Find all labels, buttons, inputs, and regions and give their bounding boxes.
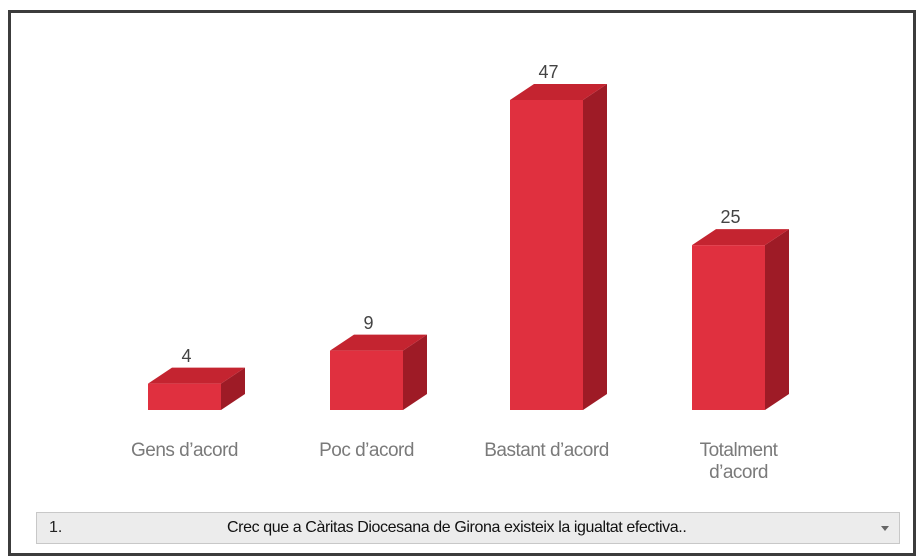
bar-front (330, 350, 403, 410)
bar-front (510, 100, 583, 410)
bar-side (583, 84, 607, 410)
bar-side (765, 229, 789, 410)
dropdown-arrow[interactable] (879, 523, 891, 533)
category-label: Bastant d’acord (484, 440, 609, 461)
bar-front (148, 383, 221, 410)
bar (692, 229, 789, 410)
data-label: 9 (363, 312, 374, 333)
bar-top (692, 229, 789, 246)
bar-top (330, 334, 427, 351)
question-number: 1. (49, 519, 63, 536)
data-label: 4 (181, 345, 192, 366)
data-label: 25 (720, 207, 741, 228)
category-label: Gens d’acord (130, 440, 239, 461)
question-text: Crec que a Càritas Diocesana de Girona e… (227, 519, 687, 536)
data-label: 47 (538, 62, 559, 82)
bar (330, 334, 427, 410)
bar-top (148, 367, 245, 384)
category-label: Poc d’acord (319, 440, 414, 461)
bar-top (510, 84, 607, 100)
question-selector[interactable]: 1. Crec que a Càritas Diocesana de Giron… (36, 512, 900, 544)
bar-front (692, 245, 765, 410)
bar (510, 84, 607, 410)
bar-side (221, 367, 245, 410)
bar (148, 367, 245, 410)
bar-side (403, 334, 427, 410)
category-label: Totalment d’acord (699, 440, 778, 483)
chart-frame (8, 10, 916, 556)
